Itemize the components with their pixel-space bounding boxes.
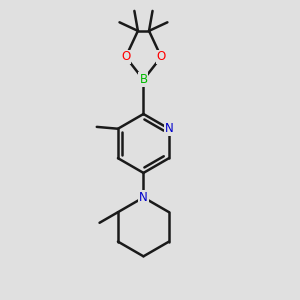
Text: B: B: [140, 73, 148, 86]
Text: N: N: [165, 122, 173, 135]
Text: O: O: [121, 50, 130, 64]
Text: N: N: [139, 191, 148, 204]
Text: O: O: [157, 50, 166, 64]
